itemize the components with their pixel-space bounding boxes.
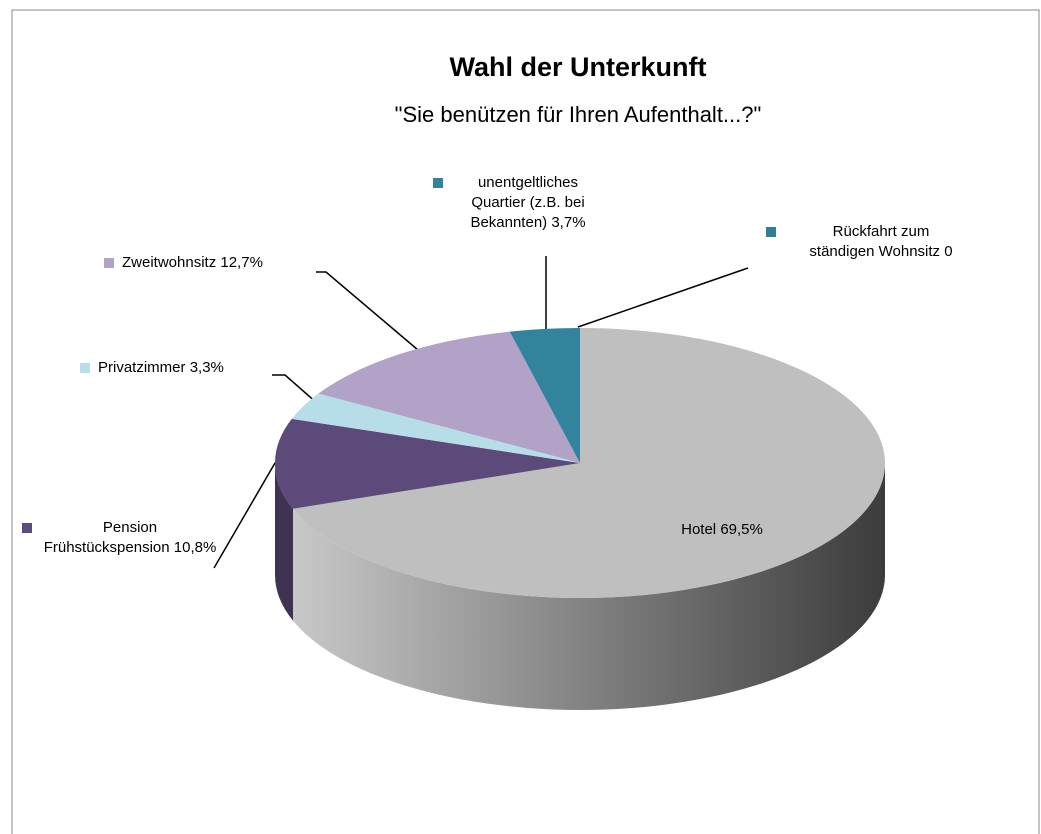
slice bbox=[275, 418, 580, 509]
value-label: 3,7% bbox=[551, 214, 586, 231]
value-label: 12,7% bbox=[220, 254, 263, 271]
category-label: Rückfahrt zum ständigen Wohnsitz bbox=[809, 223, 941, 260]
data-label-text: unentgeltliches Quartier (z.B. bei Bekan… bbox=[453, 173, 603, 233]
data-label-text: Privatzimmer 3,3% bbox=[98, 358, 298, 378]
data-label: Zweitwohnsitz 12,7% bbox=[122, 253, 342, 273]
value-label: 0 bbox=[944, 243, 953, 260]
leader-line bbox=[577, 267, 749, 328]
pie bbox=[275, 328, 885, 710]
data-label: Hotel 69,5% bbox=[622, 520, 822, 540]
category-label: Pension Frühstückspension bbox=[43, 519, 170, 556]
legend-swatch bbox=[80, 363, 90, 373]
data-label-text: Hotel 69,5% bbox=[622, 520, 822, 540]
slice bbox=[293, 328, 885, 598]
data-label-text: Pension Frühstückspension 10,8% bbox=[40, 518, 220, 558]
leader-line bbox=[316, 271, 419, 351]
pie-tops bbox=[275, 328, 885, 598]
legend-swatch bbox=[104, 258, 114, 268]
slice bbox=[291, 393, 580, 463]
slice-side bbox=[275, 463, 294, 621]
category-label: Privatzimmer bbox=[98, 359, 186, 376]
legend-swatch bbox=[22, 523, 32, 533]
data-label: Pension Frühstückspension 10,8% bbox=[40, 518, 220, 558]
data-label: unentgeltliches Quartier (z.B. bei Bekan… bbox=[453, 173, 603, 233]
slice bbox=[318, 331, 580, 463]
leader-line bbox=[272, 374, 319, 405]
chart-subtitle: "Sie benützen für Ihren Aufenthalt...?" bbox=[395, 102, 762, 127]
slice-side bbox=[293, 463, 885, 710]
chart-title: Wahl der Unterkunft bbox=[449, 52, 706, 82]
category-label: Hotel bbox=[681, 521, 717, 538]
legend-swatch bbox=[433, 178, 443, 188]
data-label-text: Zweitwohnsitz 12,7% bbox=[122, 253, 342, 273]
value-label: 10,8% bbox=[173, 539, 217, 556]
category-label: unentgeltliches Quartier (z.B. bei Bekan… bbox=[470, 174, 585, 231]
slice bbox=[509, 328, 580, 463]
pie-sides bbox=[275, 463, 885, 710]
value-label: 3,3% bbox=[189, 359, 224, 376]
data-label-text: Rückfahrt zum ständigen Wohnsitz 0 bbox=[800, 222, 962, 262]
value-label: 69,5% bbox=[720, 521, 763, 538]
legend-swatch bbox=[766, 227, 776, 237]
data-label: Privatzimmer 3,3% bbox=[98, 358, 298, 378]
data-label: Rückfahrt zum ständigen Wohnsitz 0 bbox=[800, 222, 962, 262]
category-label: Zweitwohnsitz bbox=[122, 254, 217, 271]
